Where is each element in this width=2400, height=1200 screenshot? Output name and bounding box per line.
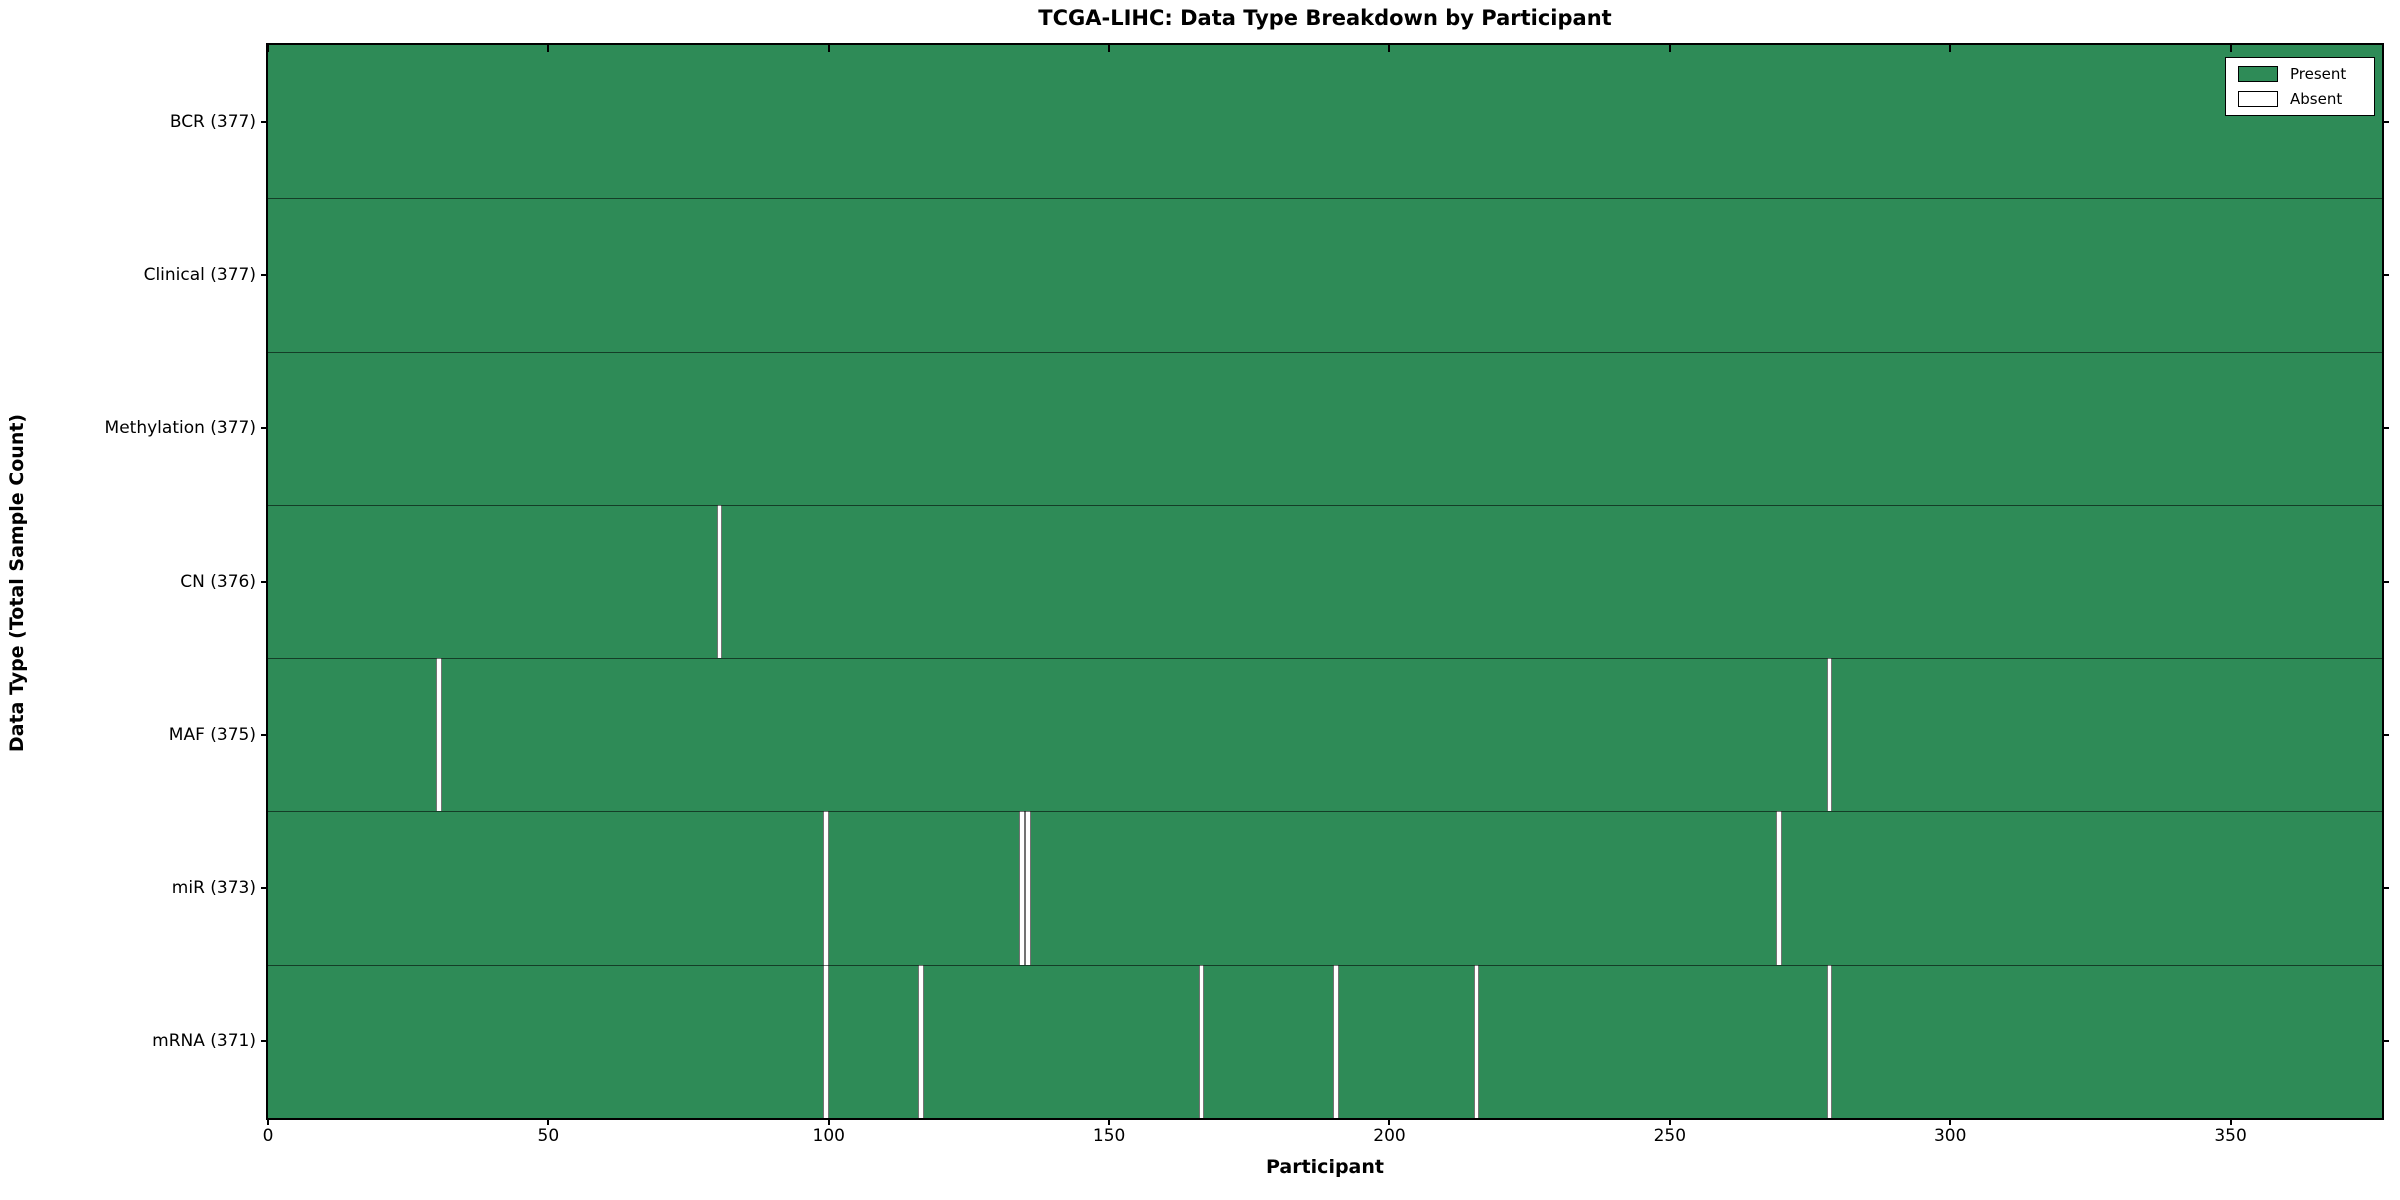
y-tick-label: Methylation (377): [104, 418, 256, 439]
x-tick-mark: [1949, 1119, 1952, 1125]
y-tick-label: CN (376): [180, 571, 256, 592]
x-tick-mark-top: [547, 45, 550, 52]
x-tick-mark-top: [1668, 45, 1671, 52]
absent-mark: [1025, 811, 1031, 965]
y-tick-mark: [261, 733, 267, 736]
absent-mark: [716, 504, 723, 659]
x-tick-mark: [267, 1119, 269, 1125]
y-tick-label: BCR (377): [169, 111, 256, 132]
row-band-methylation: [268, 351, 2382, 505]
x-tick-mark-top: [1108, 45, 1111, 52]
y-tick-label: MAF (375): [168, 724, 256, 745]
y-tick-label: mRNA (371): [152, 1031, 256, 1052]
row-band-clinical: [268, 198, 2382, 352]
row-band-bcr: [268, 45, 2382, 199]
row-separator: [268, 964, 2382, 966]
absent-mark: [1198, 964, 1205, 1118]
x-tick-mark-top: [1388, 45, 1391, 52]
x-tick-label: 100: [812, 1126, 845, 1146]
row-band-cn: [268, 504, 2382, 659]
row-band-maf: [268, 658, 2382, 812]
absent-mark: [1333, 964, 1339, 1118]
absent-mark: [436, 658, 442, 812]
x-tick-label: 150: [1092, 1126, 1126, 1146]
y-tick-mark: [2383, 273, 2389, 276]
y-tick-mark: [2383, 427, 2389, 430]
legend-item-absent: Absent: [2238, 90, 2364, 108]
legend-swatch-icon: [2238, 66, 2278, 82]
x-tick-mark: [547, 1119, 550, 1125]
plot-area: [266, 43, 2384, 1120]
y-tick-label: Clinical (377): [143, 264, 256, 285]
row-separator: [268, 504, 2382, 506]
y-tick-mark: [261, 887, 267, 890]
legend-item-present: Present: [2238, 65, 2364, 83]
y-tick-mark: [261, 120, 267, 123]
row-separator: [268, 811, 2382, 813]
x-tick-mark: [827, 1119, 830, 1125]
y-tick-mark: [2383, 887, 2389, 890]
absent-mark: [1826, 964, 1833, 1118]
x-axis-label: Participant: [1265, 1156, 1384, 1178]
chart-title: TCGA-LIHC: Data Type Breakdown by Partic…: [1038, 6, 1612, 30]
y-tick-mark: [2383, 120, 2389, 123]
row-separator: [268, 658, 2382, 660]
y-tick-mark: [261, 1040, 267, 1043]
row-band-mir: [268, 811, 2382, 965]
x-tick-label: 350: [2214, 1126, 2247, 1146]
y-tick-label: miR (373): [171, 878, 256, 899]
y-tick-mark: [261, 580, 267, 583]
x-tick-label: 300: [1933, 1126, 1967, 1146]
row-band-mrna: [268, 964, 2382, 1118]
absent-mark: [918, 964, 925, 1118]
x-tick-mark-top: [1949, 45, 1952, 52]
row-separator: [268, 351, 2382, 353]
absent-mark: [1826, 658, 1833, 812]
y-tick-mark: [2383, 580, 2389, 583]
y-tick-mark: [2383, 733, 2389, 736]
absent-mark: [823, 964, 829, 1118]
x-tick-mark: [1108, 1119, 1111, 1125]
y-tick-mark: [2383, 1040, 2389, 1043]
legend-label: Present: [2290, 65, 2347, 83]
y-tick-mark: [261, 427, 267, 430]
y-tick-mark: [261, 273, 267, 276]
x-tick-label: 0: [262, 1126, 274, 1146]
x-tick-mark: [1388, 1119, 1391, 1125]
x-tick-mark-top: [267, 45, 269, 52]
absent-mark: [1473, 964, 1480, 1118]
legend-label: Absent: [2290, 90, 2343, 108]
x-tick-label: 50: [537, 1126, 560, 1146]
x-tick-mark-top: [2229, 45, 2232, 52]
x-tick-label: 200: [1373, 1126, 1406, 1146]
x-tick-mark: [1668, 1119, 1671, 1125]
legend-swatch-icon: [2238, 91, 2278, 107]
absent-mark: [1019, 811, 1025, 965]
x-tick-mark: [2229, 1119, 2232, 1125]
absent-mark: [823, 811, 829, 965]
x-tick-label: 250: [1653, 1126, 1687, 1146]
row-separator: [268, 198, 2382, 200]
absent-mark: [1776, 811, 1782, 965]
legend: Present Absent: [2225, 57, 2375, 116]
x-tick-mark-top: [827, 45, 830, 52]
